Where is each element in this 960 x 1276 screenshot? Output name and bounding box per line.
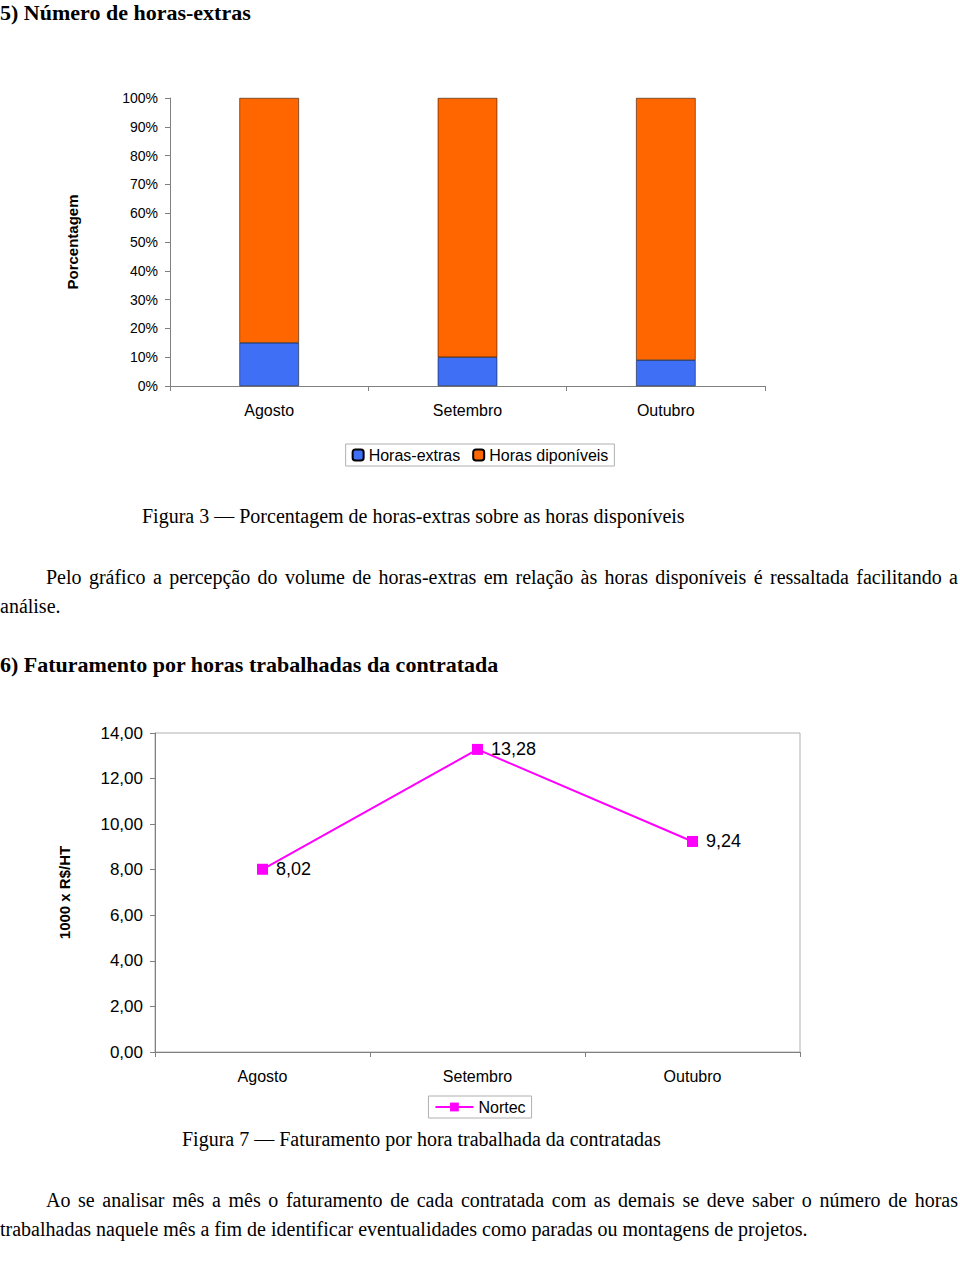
svg-text:14,00: 14,00 bbox=[100, 724, 143, 743]
svg-text:60%: 60% bbox=[130, 205, 158, 221]
svg-text:20%: 20% bbox=[130, 320, 158, 336]
svg-text:Outubro: Outubro bbox=[637, 402, 695, 419]
svg-text:Setembro: Setembro bbox=[443, 1068, 512, 1085]
svg-text:4,00: 4,00 bbox=[110, 951, 143, 970]
svg-text:8,00: 8,00 bbox=[110, 860, 143, 879]
svg-text:Horas-extras: Horas-extras bbox=[369, 447, 461, 464]
svg-text:30%: 30% bbox=[130, 292, 158, 308]
svg-text:Horas diponíveis: Horas diponíveis bbox=[489, 447, 608, 464]
html-text:Figura 7 — Faturamento por hor: Figura 7 — Faturamento por hora trabalha… bbox=[182, 1128, 661, 1150]
svg-text:13,28: 13,28 bbox=[491, 739, 536, 759]
svg-text:70%: 70% bbox=[130, 176, 158, 192]
html-text:5) Número de horas-extras: 5) Número de horas-extras bbox=[0, 0, 251, 25]
svg-text:Porcentagem: Porcentagem bbox=[64, 194, 81, 289]
svg-text:80%: 80% bbox=[130, 148, 158, 164]
svg-text:12,00: 12,00 bbox=[100, 769, 143, 788]
svg-text:90%: 90% bbox=[130, 119, 158, 135]
svg-text:50%: 50% bbox=[130, 234, 158, 250]
svg-text:Nortec: Nortec bbox=[478, 1099, 525, 1116]
svg-text:6,00: 6,00 bbox=[110, 906, 143, 925]
html-text:6) Faturamento por horas traba: 6) Faturamento por horas trabalhadas da … bbox=[0, 652, 499, 677]
svg-text:Outubro: Outubro bbox=[664, 1068, 722, 1085]
svg-text:Setembro: Setembro bbox=[433, 402, 502, 419]
html-text:Figura 3 — Porcentagem de hora: Figura 3 — Porcentagem de horas-extras s… bbox=[142, 505, 685, 527]
svg-text:1000 x R$/HT: 1000 x R$/HT bbox=[56, 846, 73, 939]
svg-text:2,00: 2,00 bbox=[110, 997, 143, 1016]
svg-text:Agosto: Agosto bbox=[244, 402, 294, 419]
svg-text:10,00: 10,00 bbox=[100, 815, 143, 834]
svg-text:0,00: 0,00 bbox=[110, 1043, 143, 1062]
svg-text:10%: 10% bbox=[130, 349, 158, 365]
svg-text:9,24: 9,24 bbox=[706, 831, 741, 851]
html-text:Pelo gráfico a percepção do vo: Pelo gráfico a percepção do volume de ho… bbox=[0, 566, 958, 617]
svg-text:40%: 40% bbox=[130, 263, 158, 279]
svg-text:Agosto: Agosto bbox=[238, 1068, 288, 1085]
svg-text:0%: 0% bbox=[138, 378, 158, 394]
html-text:Ao se analisar mês a mês o fat: Ao se analisar mês a mês o faturamento d… bbox=[0, 1189, 958, 1240]
svg-text:8,02: 8,02 bbox=[276, 859, 311, 879]
svg-text:100%: 100% bbox=[122, 90, 158, 106]
